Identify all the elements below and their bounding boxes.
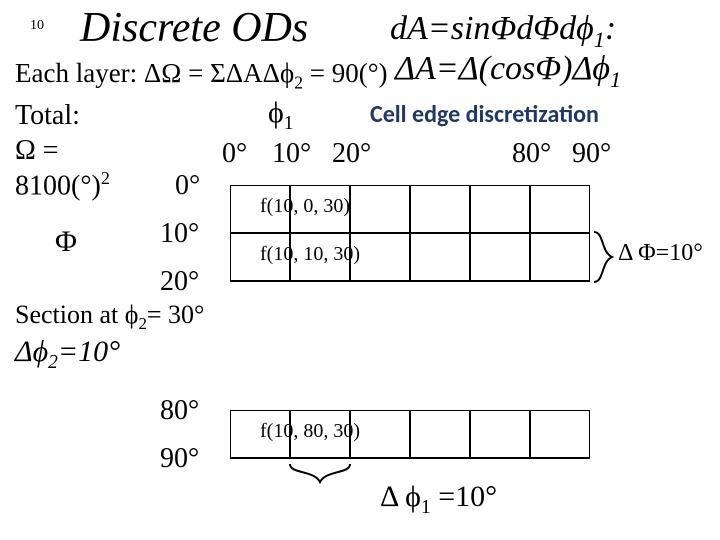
eq-layer-mid: = 90(°) — [303, 58, 388, 88]
phi1-header-sym: ϕ — [268, 96, 284, 129]
dphi2-label: Δϕ2=10° — [15, 335, 120, 374]
col-label-3: 80° — [512, 138, 551, 170]
eq-dA-main: dA=sinΦdΦdϕ — [390, 10, 594, 47]
eq-layer: Each layer: ΔΩ = ΣΔAΔϕ2 = 90(°) — [15, 58, 388, 93]
eq-dA-tail: : — [605, 10, 616, 47]
brace-bottom-label: Δ ϕ1 =10° — [380, 480, 497, 519]
total-omega-2-main: 8100(°) — [15, 170, 101, 201]
phi1-header-sub: 1 — [284, 113, 294, 134]
section-label-b: = 30° — [147, 300, 205, 329]
row-label-top-0: 0° — [175, 170, 200, 202]
row-label-bot-0: 80° — [160, 395, 199, 427]
section-label-sub: 2 — [138, 314, 146, 333]
dphi2-b: =10° — [58, 335, 120, 368]
eq-deltaA-main: ΔA=Δ(cosΦ)Δϕ — [395, 50, 610, 87]
eq-layer-sub: 2 — [294, 72, 303, 92]
col-label-2: 20° — [332, 138, 371, 170]
brace-right-final — [592, 232, 616, 282]
total-omega-2-sup: 2 — [101, 168, 110, 188]
total-omega-1: Ω = — [15, 135, 59, 167]
row-label-top-2: 20° — [160, 266, 199, 298]
dphi2-sub: 2 — [48, 352, 58, 373]
brace-bottom-a: Δ ϕ — [380, 480, 421, 513]
eq-deltaA-sub: 1 — [610, 67, 621, 92]
title: Discrete ODs — [80, 4, 308, 52]
phi1-header: ϕ1 — [268, 96, 294, 135]
row-label-bot-1: 90° — [160, 443, 199, 475]
eq-dA: dA=sinΦdΦdϕ1: — [390, 10, 616, 53]
dphi2-a: Δϕ — [15, 335, 48, 368]
section-label: Section at ϕ2= 30° — [15, 300, 204, 334]
page-number: 10 — [30, 18, 44, 34]
total-label: Total: — [15, 100, 80, 132]
brace-bottom-sub: 1 — [421, 497, 431, 518]
brace-bottom-b: =10° — [431, 480, 497, 513]
col-label-4: 90° — [572, 138, 611, 170]
row-label-top-1: 10° — [160, 218, 199, 250]
total-omega-2: 8100(°)2 — [15, 168, 110, 202]
col-label-0: 0° — [222, 138, 247, 170]
col-label-1: 10° — [272, 138, 311, 170]
section-label-a: Section at ϕ — [15, 300, 138, 329]
grid-bottom-2 — [230, 410, 590, 462]
eq-dA-sub: 1 — [594, 27, 605, 52]
eq-deltaA: ΔA=Δ(cosΦ)Δϕ1 — [395, 50, 621, 93]
brace-right-text-final: Δ Φ=10° — [618, 240, 703, 267]
grid-top-2 — [230, 185, 590, 285]
brace-bottom-icon-2 — [290, 462, 350, 486]
cell-edge-label: Cell edge discretization — [370, 100, 599, 129]
phi-cap-label: Φ — [55, 225, 77, 259]
eq-layer-prefix: Each layer: ΔΩ = ΣΔAΔϕ — [15, 58, 294, 88]
